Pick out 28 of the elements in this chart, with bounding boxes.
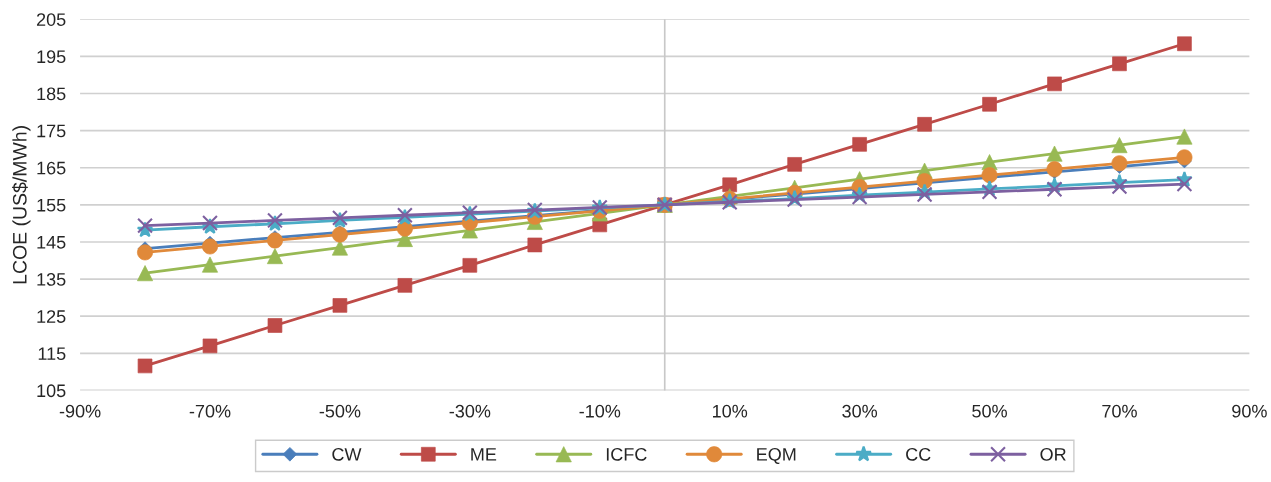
y-tick-label: 195 [37, 50, 66, 64]
legend-label: CC [906, 447, 931, 461]
y-tick-label: 125 [37, 310, 66, 323]
y-tick-label: 155 [37, 198, 66, 212]
x-tick-label: 90% [1232, 404, 1267, 418]
x-tick-label: 70% [1102, 404, 1137, 418]
y-tick-label: 175 [37, 124, 66, 138]
legend-label: CW [332, 447, 362, 461]
x-tick-label: 10% [713, 404, 748, 418]
x-tick-label: -90% [59, 404, 101, 418]
legend-label: OR [1040, 447, 1066, 461]
y-tick-label: 115 [38, 347, 66, 361]
x-tick-label: 30% [842, 404, 878, 418]
y-tick-label: 205 [36, 13, 66, 26]
y-axis-title: LCOE (US$/MWh) [12, 126, 31, 284]
legend-label: EQM [757, 447, 796, 464]
y-tick-label: 105 [37, 384, 66, 398]
y-tick-label: 165 [37, 161, 66, 175]
x-tick-label: -50% [319, 404, 361, 418]
x-tick-label: -70% [189, 404, 231, 418]
x-tick-label: -10% [579, 404, 621, 418]
y-tick-label: 135 [37, 273, 66, 286]
x-tick-label: -30% [449, 404, 491, 418]
y-tick-label: 145 [37, 236, 66, 249]
y-tick-label: 185 [37, 87, 66, 101]
x-tick-label: 50% [972, 404, 1007, 418]
legend-label: ICFC [606, 447, 647, 461]
legend-label: ME [471, 448, 497, 461]
